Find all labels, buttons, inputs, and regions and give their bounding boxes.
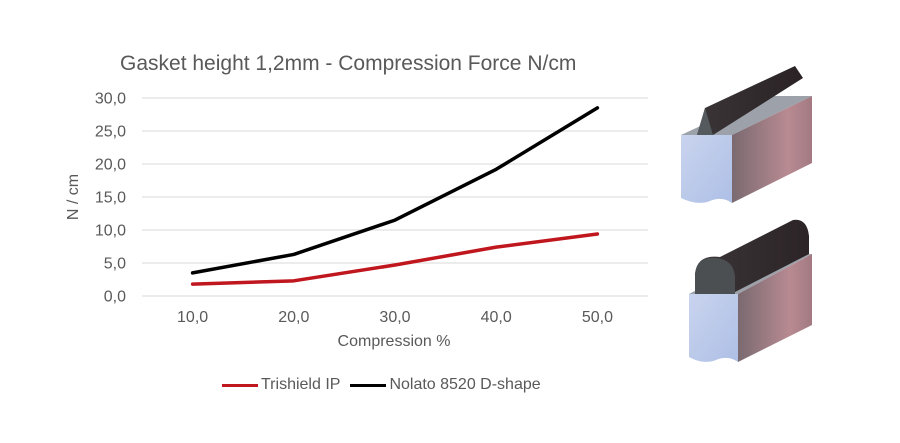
d-shape-profile-illustration xyxy=(689,219,812,362)
legend-item-nolato: Nolato 8520 D-shape xyxy=(350,376,541,394)
y-axis-label: N / cm xyxy=(65,174,82,220)
svg-text:20,0: 20,0 xyxy=(278,309,309,326)
x-axis-ticks: 10,0 20,0 30,0 40,0 50,0 xyxy=(177,309,613,326)
svg-text:40,0: 40,0 xyxy=(481,309,512,326)
svg-text:0,0: 0,0 xyxy=(104,289,126,306)
red-line-swatch-icon xyxy=(222,383,258,387)
svg-text:15,0: 15,0 xyxy=(95,190,126,207)
y-axis-ticks: 0,0 5,0 10,0 15,0 20,0 25,0 30,0 xyxy=(95,91,126,306)
svg-text:25,0: 25,0 xyxy=(95,124,126,141)
svg-text:30,0: 30,0 xyxy=(95,91,126,108)
legend: Trishield IP Nolato 8520 D-shape xyxy=(222,376,551,394)
legend-item-trishield: Trishield IP xyxy=(222,376,340,394)
svg-text:20,0: 20,0 xyxy=(95,157,126,174)
x-axis-label: Compression % xyxy=(338,333,451,350)
data-series xyxy=(190,106,600,286)
svg-text:10,0: 10,0 xyxy=(177,309,208,326)
chart-title: Gasket height 1,2mm - Compression Force … xyxy=(120,52,577,75)
trishield-profile-illustration xyxy=(681,66,812,203)
series-line-trishield xyxy=(190,232,600,286)
svg-text:10,0: 10,0 xyxy=(95,223,126,240)
svg-text:50,0: 50,0 xyxy=(582,309,613,326)
svg-text:30,0: 30,0 xyxy=(379,309,410,326)
black-line-swatch-icon xyxy=(350,383,387,387)
legend-label: Trishield IP xyxy=(261,376,341,393)
legend-label: Nolato 8520 D-shape xyxy=(389,376,541,393)
series-line-nolato xyxy=(190,106,600,275)
gridlines xyxy=(142,97,648,297)
svg-text:5,0: 5,0 xyxy=(104,256,126,273)
